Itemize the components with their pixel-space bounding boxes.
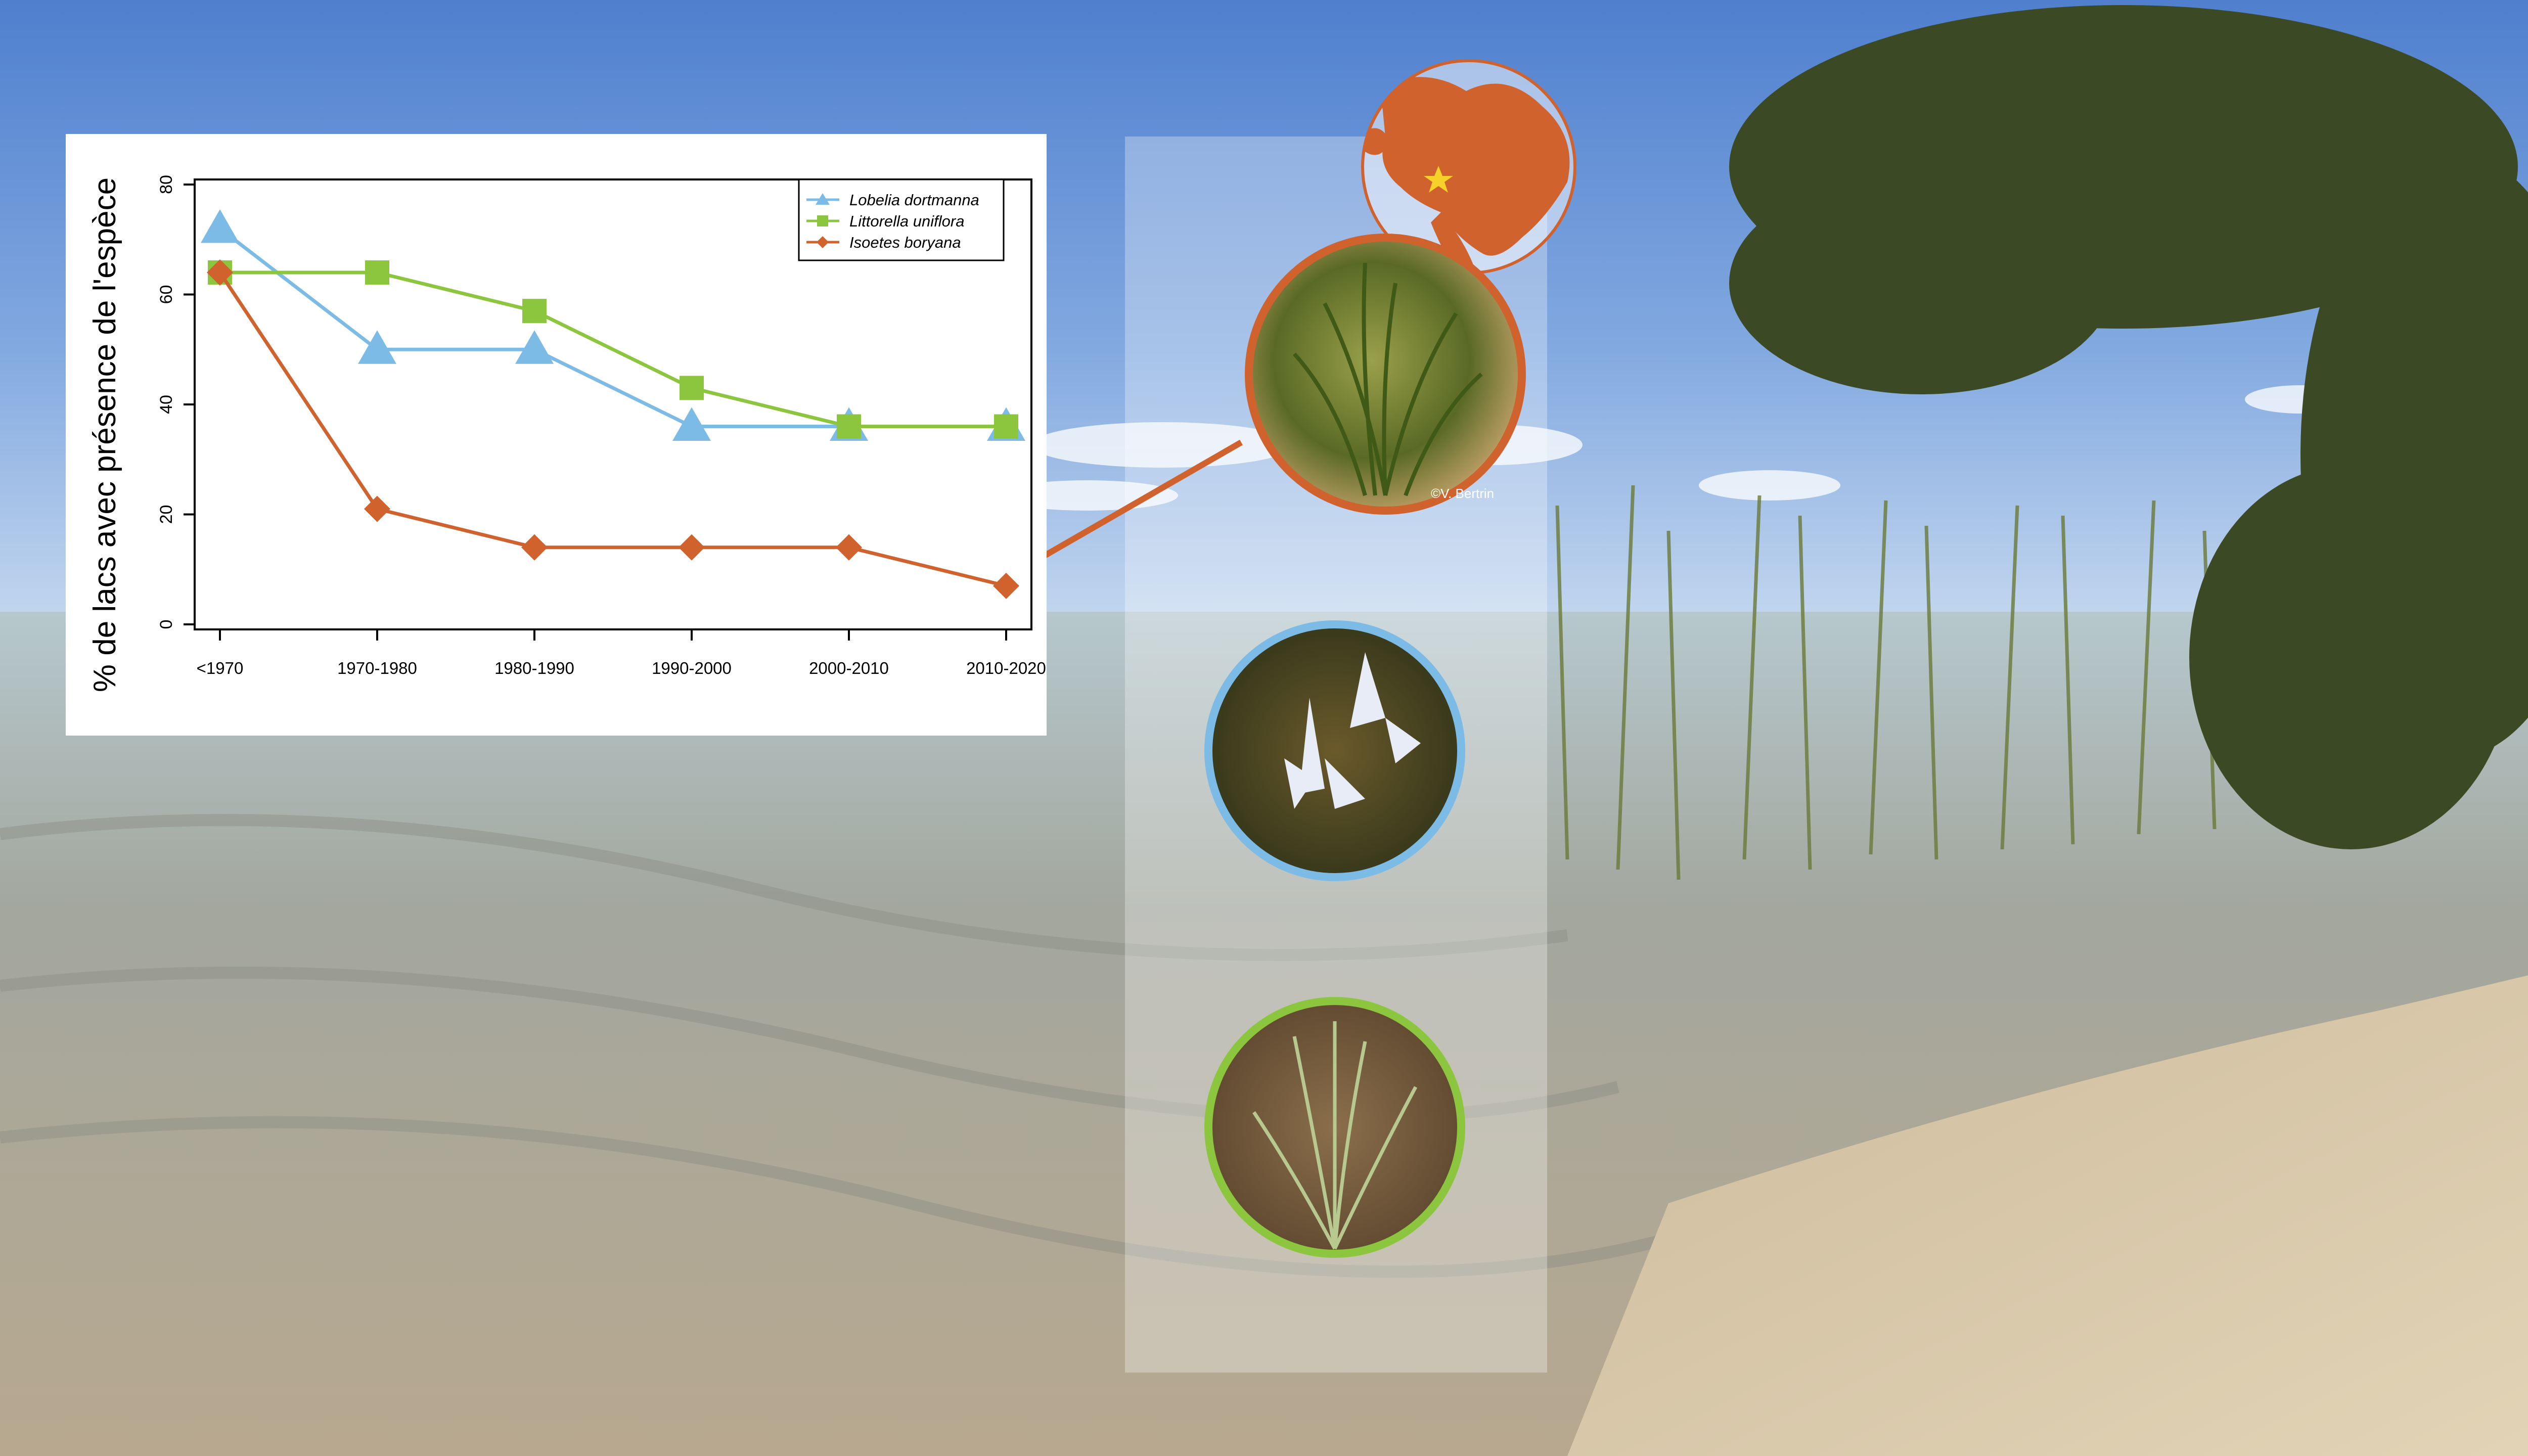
point-lobelia <box>515 330 554 364</box>
y-tick-label: 60 <box>157 285 176 304</box>
point-isoetes <box>993 572 1019 599</box>
point-lobelia <box>672 407 711 441</box>
y-tick-label: 80 <box>157 175 176 194</box>
series-line-littorella <box>220 270 1006 428</box>
legend-label-lobelia: Lobelia dortmanna <box>849 191 979 209</box>
y-tick-label: 40 <box>157 395 176 414</box>
point-isoetes <box>207 259 233 286</box>
x-tick-label: 1970-1980 <box>337 659 417 677</box>
y-tick-label: 20 <box>157 505 176 524</box>
photo-credit: ©V. Bertrin <box>1431 486 1494 501</box>
legend-marker-lobelia <box>816 193 830 205</box>
y-axis-label: % de lacs avec présence de l'espèce <box>87 177 122 692</box>
point-isoetes <box>679 534 705 561</box>
point-lobelia <box>358 330 396 364</box>
star-location-icon <box>1424 166 1453 193</box>
legend-label-littorella: Littorella uniflora <box>849 212 964 230</box>
line-chart: 0 20 40 60 80 <1970 1970-1980 1980-1990 1990-200… <box>157 175 1046 677</box>
isoetes-photo: ©V. Bertrin <box>1245 234 1526 515</box>
point-littorella <box>837 414 861 439</box>
x-tick-label: 2000-2010 <box>809 659 889 677</box>
y-tick-label: 0 <box>157 620 176 629</box>
lobelia-photo <box>1204 620 1465 881</box>
point-isoetes <box>521 534 548 561</box>
legend-label-isoetes: Isoetes boryana <box>849 234 961 251</box>
globe-europe-icon <box>1361 59 1576 275</box>
point-isoetes <box>364 495 390 522</box>
x-tick-label: 1990-2000 <box>652 659 732 677</box>
point-lobelia <box>201 209 239 243</box>
point-littorella <box>680 376 704 400</box>
x-tick-label: 1980-1990 <box>494 659 574 677</box>
x-tick-label: 2010-2020 <box>966 659 1046 677</box>
chart-panel: 0 20 40 60 80 <1970 1970-1980 1980-1990 1990-200… <box>66 134 1047 736</box>
series-line-isoetes <box>218 271 1007 588</box>
isoetes-connector-line <box>1007 439 1243 579</box>
point-isoetes <box>836 534 862 561</box>
littorella-photo <box>1204 997 1465 1258</box>
legend-marker-littorella <box>817 215 828 226</box>
point-littorella <box>994 414 1018 439</box>
legend-marker-isoetes <box>817 236 829 248</box>
point-littorella <box>522 299 547 324</box>
x-tick-label: <1970 <box>197 659 244 677</box>
point-littorella <box>365 260 389 285</box>
